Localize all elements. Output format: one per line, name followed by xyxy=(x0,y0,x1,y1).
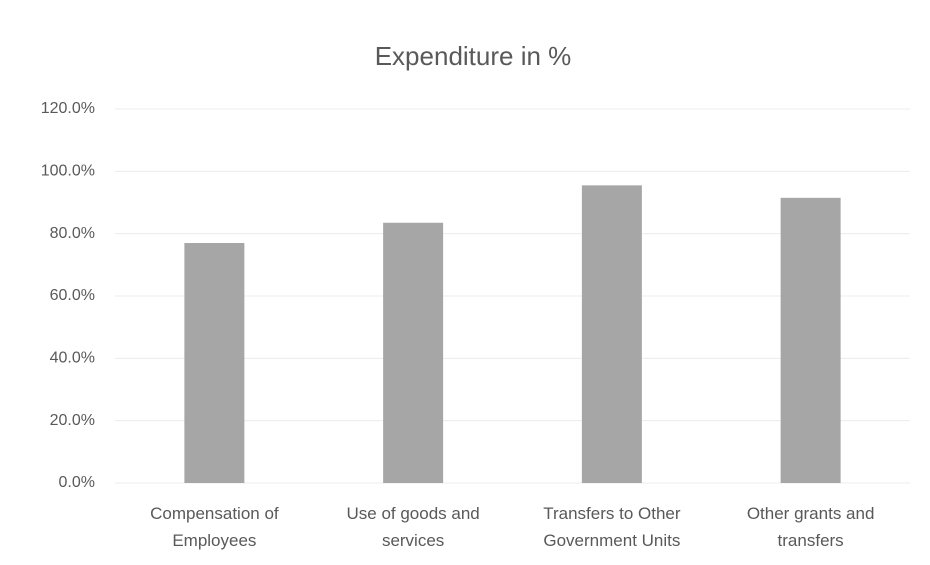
y-tick-label: 0.0% xyxy=(59,474,95,491)
x-tick-label: Compensation of Employees xyxy=(150,504,279,550)
x-tick-label: Use of goods and services xyxy=(346,504,480,550)
x-tick-label: Other grants and transfers xyxy=(746,504,875,550)
y-tick-label: 60.0% xyxy=(50,287,95,304)
bar xyxy=(581,185,642,483)
bar xyxy=(383,222,444,483)
chart-title: Expenditure in % xyxy=(375,41,572,71)
y-tick-label: 40.0% xyxy=(50,350,95,367)
y-tick-label: 20.0% xyxy=(50,412,95,429)
y-tick-label: 100.0% xyxy=(41,163,95,180)
bar xyxy=(184,243,245,483)
x-tick-label: Transfers to Other Government Units xyxy=(543,504,681,550)
bar xyxy=(780,197,841,483)
y-tick-label: 80.0% xyxy=(50,225,95,242)
y-tick-label: 120.0% xyxy=(41,100,95,117)
